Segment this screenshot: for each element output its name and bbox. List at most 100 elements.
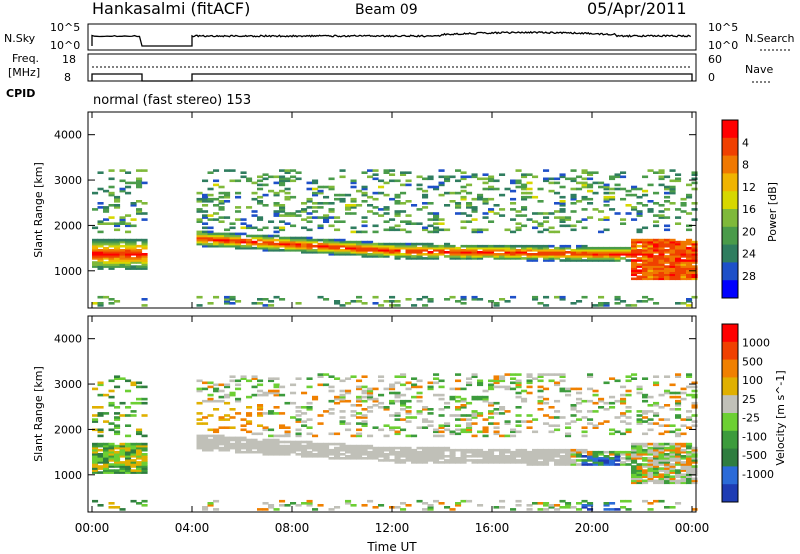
power-cell-389	[262, 304, 269, 307]
x-tick-label: 12:00	[375, 521, 410, 535]
velocity-cell-1332	[609, 457, 616, 460]
velocity-cell-999	[488, 450, 495, 454]
velocity-cell-1109	[526, 457, 533, 460]
power-cell-1116	[526, 244, 533, 248]
power-cell-1703	[691, 177, 698, 181]
power-cell-1141	[537, 249, 544, 252]
power-cell-857	[427, 230, 434, 234]
power-cell-1538	[658, 238, 665, 242]
velocity-cell-1193	[554, 424, 561, 427]
velocity-cell-233	[202, 399, 209, 403]
velocity-cell-1296	[592, 453, 599, 456]
velocity-cell-1188	[554, 455, 561, 458]
velocity-cell-63	[108, 471, 115, 474]
velocity-cell-1649	[686, 461, 693, 464]
velocity-cell-662	[367, 410, 374, 413]
power-cell-423	[273, 238, 280, 242]
velocity-cell-289	[224, 426, 231, 429]
power-cell-210	[196, 295, 203, 299]
power-cell-1386	[625, 249, 632, 252]
power-cell-611	[339, 244, 346, 248]
velocity-cell-267	[213, 383, 220, 387]
power-cell-1303	[592, 181, 599, 185]
velocity-cell-1569	[669, 465, 676, 468]
velocity-cell-332	[240, 377, 247, 380]
power-cell-1652	[686, 300, 693, 303]
velocity-cell-1183	[554, 508, 561, 511]
power-cell-78	[108, 204, 115, 207]
velocity-cell-278	[218, 399, 225, 403]
velocity-cell-669	[367, 387, 374, 391]
power-cell-922	[455, 249, 462, 252]
velocity-cell-40	[97, 393, 104, 397]
velocity-cell-1513	[658, 479, 665, 483]
velocity-cell-224	[202, 446, 209, 450]
power-cell-770	[394, 224, 401, 228]
power-cell-1273	[581, 181, 588, 185]
power-cell-496	[295, 238, 302, 242]
power-cell-1509	[653, 244, 660, 248]
velocity-cell-688	[378, 446, 385, 450]
velocity-cell-16	[92, 428, 99, 432]
velocity-cell-203	[141, 414, 148, 417]
power-cell-1163	[543, 212, 550, 215]
power-cell-1160	[543, 228, 550, 232]
power-cell-70	[108, 251, 115, 254]
power-cell-1108	[521, 175, 528, 179]
velocity-cell-1042	[499, 385, 506, 389]
velocity-cell-459	[290, 444, 297, 448]
power-cell-986	[477, 253, 484, 256]
power-cell-1378	[620, 187, 627, 191]
velocity-cell-905	[455, 424, 462, 427]
velocity-cell-978	[477, 379, 484, 383]
power-cell-1364	[614, 212, 621, 215]
velocity-cell-439	[279, 424, 286, 427]
velocity-cell-1294	[592, 457, 599, 460]
velocity-cell-1037	[499, 448, 506, 452]
power-cell-1650	[680, 197, 687, 201]
velocity-cell-48	[103, 461, 110, 464]
power-cell-1353	[609, 175, 616, 179]
velocity-cell-763	[405, 455, 412, 458]
power-cell-68	[108, 255, 115, 258]
power-cell-117	[119, 240, 126, 244]
velocity-cell-1096	[521, 455, 528, 458]
velocity-cell-1466	[647, 467, 654, 470]
velocity-cell-1499	[653, 448, 660, 452]
velocity-cell-682	[378, 504, 385, 507]
velocity-cell-1058	[504, 373, 511, 376]
velocity-cell-362	[257, 448, 264, 452]
power-cell-1236	[570, 202, 577, 205]
velocity-cell-1171	[548, 459, 555, 462]
velocity-cell-777	[411, 461, 418, 464]
velocity-cell-1403	[631, 444, 638, 448]
power-cell-1443	[642, 275, 649, 279]
power-cell-296	[224, 242, 231, 246]
power-cell-592	[334, 302, 341, 305]
power-cell-984	[477, 257, 484, 260]
velocity-cell-689	[378, 428, 385, 432]
power-cell-758	[389, 169, 396, 172]
freq-tick-top: 18	[62, 53, 76, 66]
colorbar-tick-label: 16	[742, 203, 756, 216]
power-cell-285	[218, 206, 225, 209]
velocity-cell-270	[218, 442, 225, 446]
velocity-cell-1580	[669, 430, 676, 434]
power-cell-1269	[581, 197, 588, 201]
velocity-cell-1308	[598, 453, 605, 456]
velocity-cell-582	[339, 399, 346, 403]
velocity-cell-1148	[537, 385, 544, 389]
power-cell-191	[141, 267, 148, 270]
velocity-cell-880	[444, 422, 451, 425]
velocity-cell-1488	[653, 471, 660, 474]
velocity-cell-1528	[658, 444, 665, 448]
power-cell-730	[383, 249, 390, 252]
power-cell-303	[224, 216, 231, 219]
power-cell-951	[466, 255, 473, 258]
power-cell-166	[130, 202, 137, 205]
power-cell-769	[394, 228, 401, 232]
velocity-cell-615	[356, 457, 363, 460]
colorbar-swatch	[722, 244, 738, 263]
